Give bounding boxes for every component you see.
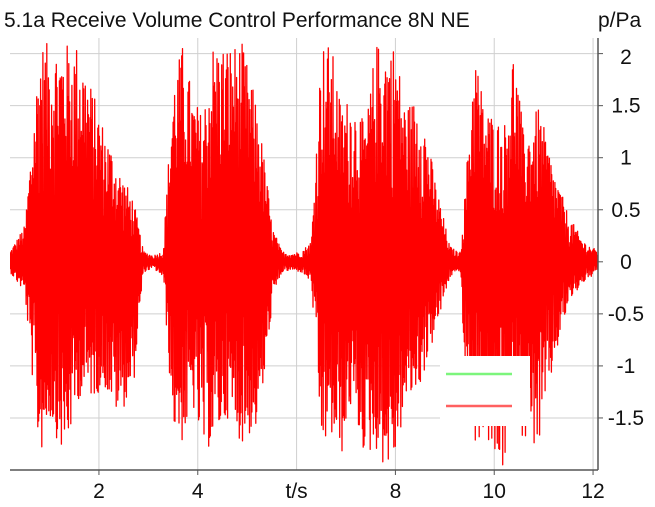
legend <box>440 356 530 426</box>
legend-box <box>440 356 530 426</box>
y-tick-label-2: 1 <box>620 147 632 170</box>
y-tick-label-0: 2 <box>620 46 632 69</box>
plot-area <box>10 43 598 466</box>
waveform-line <box>10 43 598 466</box>
chart-title: 5.1a Receive Volume Control Performance … <box>4 9 470 32</box>
waveform-series <box>10 43 598 466</box>
x-tick-label-2: 8 <box>390 480 402 503</box>
y-tick-label-6: -1 <box>617 355 636 378</box>
x-tick-label-4: 12 <box>581 480 604 503</box>
x-tick-label-1: 4 <box>192 480 204 503</box>
x-axis-ticks: 2 4 8 10 12 t/s <box>93 480 605 503</box>
y-tick-label-4: 0 <box>620 251 632 274</box>
x-tick-label-3: 10 <box>483 480 506 503</box>
y-tick-label-5: -0.5 <box>608 303 644 326</box>
axes <box>10 38 603 475</box>
x-tick-label-0: 2 <box>93 480 105 503</box>
y-axis-ticks: 2 1.5 1 0.5 0 -0.5 -1 -1.5 <box>608 46 644 430</box>
x-axis-label: t/s <box>286 480 308 503</box>
y-tick-label-3: 0.5 <box>611 199 640 222</box>
y-axis-label: p/Pa <box>598 9 642 32</box>
y-tick-label-1: 1.5 <box>611 95 640 118</box>
y-tick-label-7: -1.5 <box>608 407 644 430</box>
